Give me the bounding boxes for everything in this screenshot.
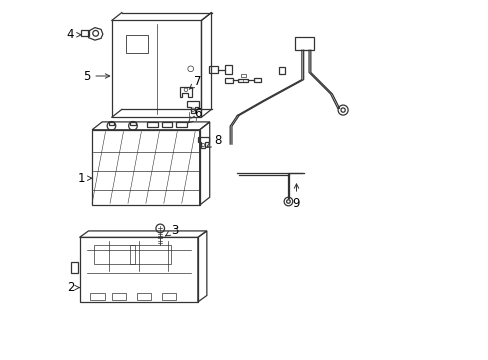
Text: 9: 9 [292,184,300,210]
Bar [162,122,172,127]
Bar [108,122,114,125]
Text: 4: 4 [67,28,81,41]
Bar [208,66,217,73]
Bar [254,78,260,82]
Text: 6: 6 [188,107,201,123]
Bar [162,293,176,300]
Bar [278,67,285,74]
Bar [176,122,186,127]
Bar [238,78,248,82]
Text: 5: 5 [83,69,109,82]
Bar [94,244,135,264]
Bar [224,78,232,83]
Bar [294,37,314,50]
Text: 1: 1 [78,172,92,185]
Bar [126,35,147,53]
Bar [112,293,126,300]
Bar [147,122,158,127]
Text: 7: 7 [189,75,201,89]
Bar [90,293,104,300]
Bar [129,244,171,264]
Text: 2: 2 [67,281,80,294]
Text: 3: 3 [165,224,178,237]
Bar [130,122,136,125]
Bar [241,74,246,77]
Bar [224,65,231,74]
Text: 8: 8 [206,134,221,148]
Bar [137,293,151,300]
